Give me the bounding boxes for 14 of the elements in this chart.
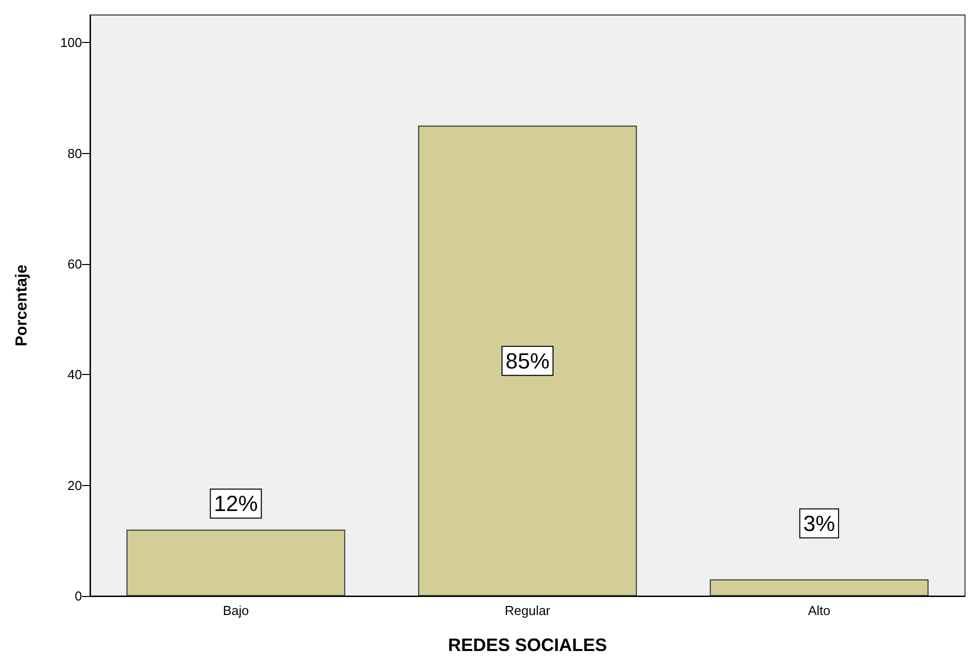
y-tick-label: 60 xyxy=(68,256,82,272)
data-label: 3% xyxy=(803,510,836,536)
y-tick-label: 0 xyxy=(74,588,82,604)
x-tick-label: Regular xyxy=(504,603,551,618)
y-tick-label: 80 xyxy=(68,146,82,161)
y-tick-label: 20 xyxy=(68,478,82,493)
y-tick-label: 40 xyxy=(68,367,82,382)
x-tick-label: Bajo xyxy=(222,603,249,618)
y-tick-label: 100 xyxy=(60,35,82,50)
x-axis-title: REDES SOCIALES xyxy=(448,635,608,655)
y-axis-title: Porcentaje xyxy=(14,264,30,346)
data-label: 85% xyxy=(505,348,550,374)
x-tick-label: Alto xyxy=(808,603,830,618)
data-label: 12% xyxy=(214,491,258,516)
